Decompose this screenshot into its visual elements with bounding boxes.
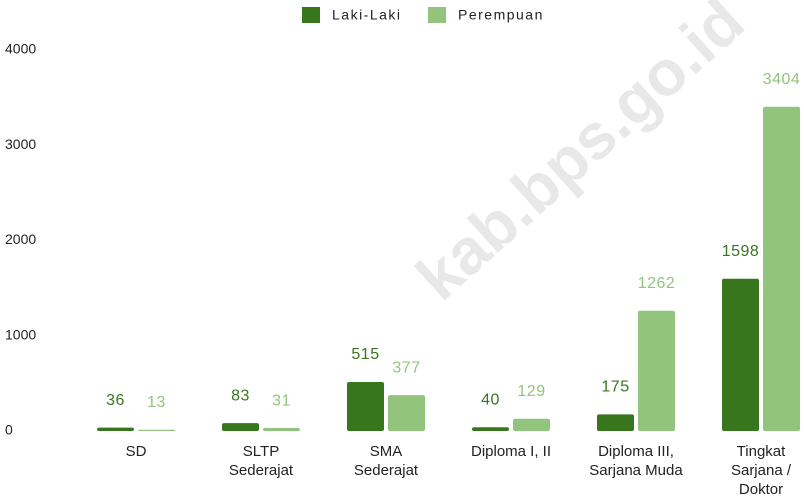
x-tick-label: Tingkat (737, 443, 786, 460)
y-tick-label: 1000 (5, 326, 36, 342)
x-tick-label: Sederajat (229, 462, 294, 479)
x-tick-label: Doktor (739, 481, 783, 498)
bar (472, 427, 509, 431)
x-tick-label: SMA (370, 443, 403, 460)
x-tick-label: Sederajat (354, 462, 419, 479)
value-label: 129 (517, 383, 545, 400)
y-tick-label: 3000 (5, 136, 36, 152)
legend-swatch (302, 7, 320, 23)
legend-label: Laki-Laki (332, 7, 402, 23)
y-tick-label: 0 (5, 422, 13, 438)
x-tick-label: Sarjana / (731, 462, 792, 479)
value-label: 1262 (638, 275, 676, 292)
bar (513, 418, 550, 431)
x-tick-label: Sarjana Muda (589, 462, 683, 479)
bar (722, 278, 759, 431)
x-tick-label: SD (126, 443, 147, 460)
value-label: 40 (481, 391, 500, 408)
legend-label: Perempuan (458, 7, 544, 23)
bar (347, 381, 384, 431)
x-tick-label: SLTP (243, 443, 279, 460)
bar (222, 423, 259, 431)
value-label: 515 (351, 346, 379, 363)
value-label: 1598 (722, 243, 760, 260)
x-tick-label: Diploma I, II (471, 443, 551, 460)
bar (597, 414, 634, 431)
bar (388, 395, 425, 431)
bar (638, 310, 675, 431)
value-label: 377 (392, 359, 420, 376)
y-tick-label: 4000 (5, 41, 36, 57)
legend-swatch (428, 7, 446, 23)
value-label: 3404 (763, 71, 801, 88)
bar (763, 106, 800, 432)
y-tick-label: 2000 (5, 231, 36, 247)
value-label: 175 (601, 379, 629, 396)
watermark: kab.bps.go.id (403, 0, 758, 314)
value-label: 83 (231, 387, 250, 404)
value-label: 36 (106, 392, 125, 409)
bar (97, 427, 134, 431)
x-tick-label: Diploma III, (598, 443, 674, 460)
bar (263, 428, 300, 431)
bar (138, 429, 175, 431)
value-label: 31 (272, 392, 291, 409)
value-label: 13 (147, 394, 166, 411)
